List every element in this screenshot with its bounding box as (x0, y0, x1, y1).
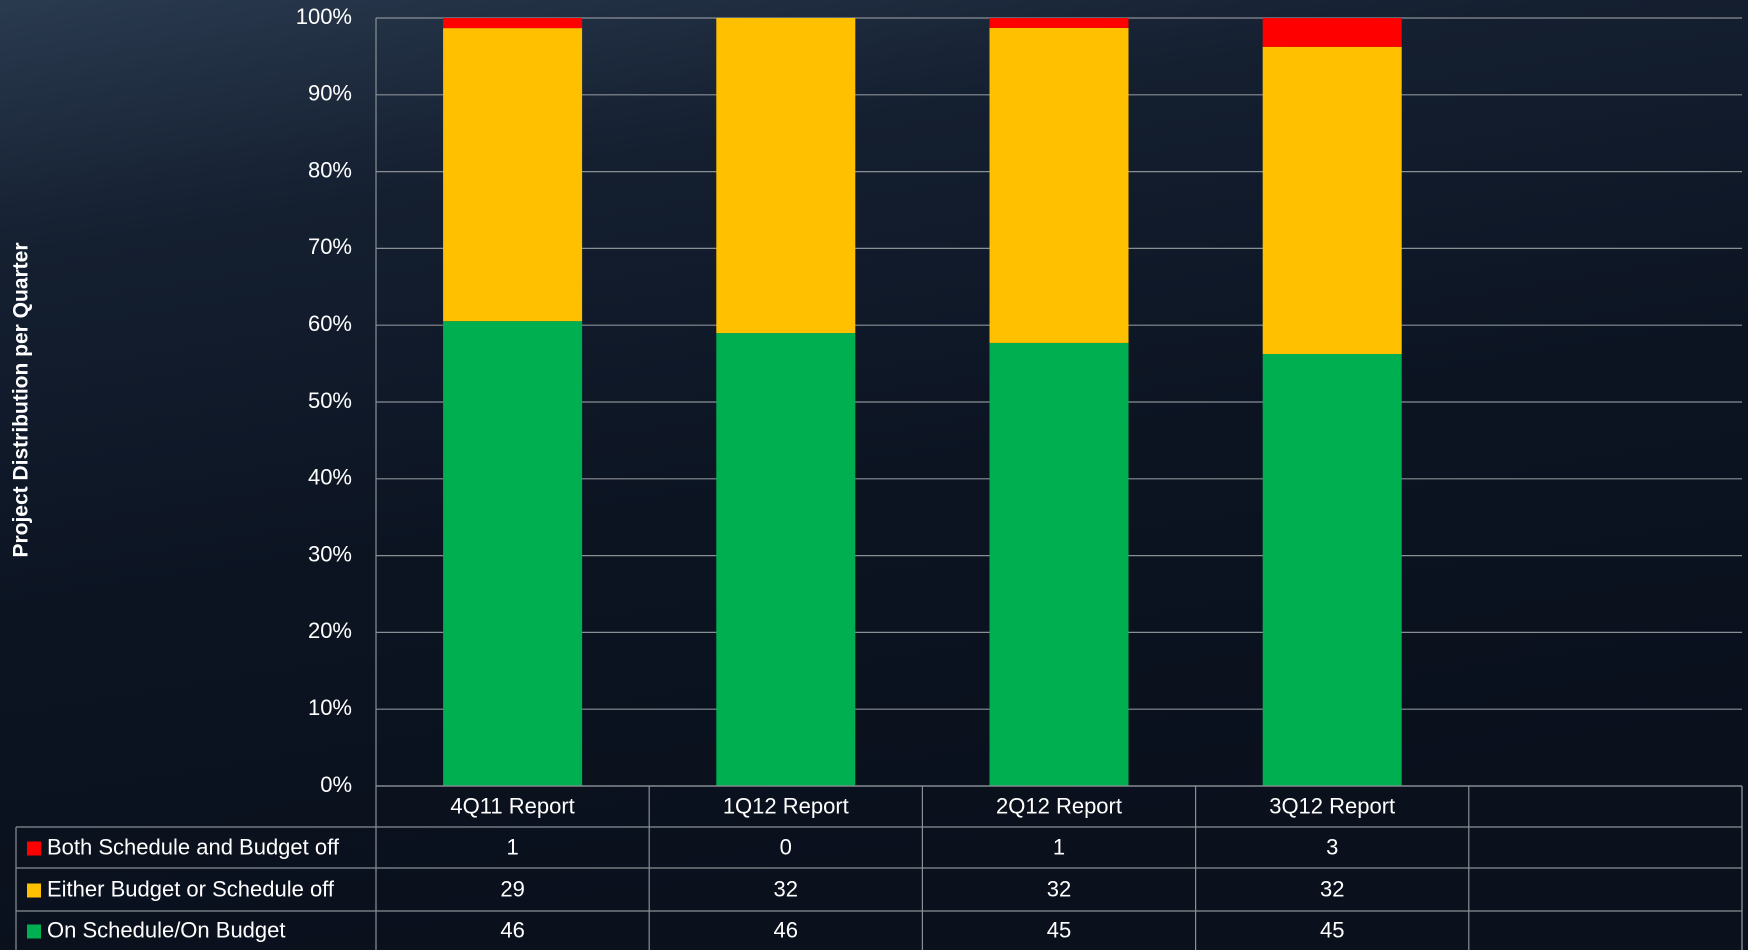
bar-segment (990, 343, 1129, 786)
bar-segment (1263, 47, 1402, 354)
table-value: 32 (774, 876, 798, 901)
table-value: 46 (774, 917, 798, 942)
table-value: 1 (1053, 834, 1065, 859)
bar-segment (443, 28, 582, 321)
y-axis-title: Project Distribution per Quarter (10, 242, 33, 557)
bar-segment (990, 28, 1129, 343)
y-tick-label: 10% (308, 695, 352, 720)
table-value: 0 (780, 834, 792, 859)
bar-segment (1263, 18, 1402, 47)
bar-segment (990, 18, 1129, 28)
x-tick-label: 4Q11 Report (450, 793, 574, 818)
bar-segment (716, 18, 855, 333)
bar-segment (716, 333, 855, 786)
page: {"chart_data": {"type": "bar", "stacked"… (0, 0, 1748, 950)
y-tick-label: 30% (308, 541, 352, 566)
table-value: 46 (500, 917, 524, 942)
background (0, 0, 1748, 950)
legend-label: Either Budget or Schedule off (47, 876, 335, 901)
table-value: 45 (1047, 917, 1071, 942)
table-value: 1 (506, 834, 518, 859)
table-value: 29 (500, 876, 524, 901)
y-tick-label: 100% (296, 4, 352, 29)
bar-segment (443, 18, 582, 28)
table-value: 3 (1326, 834, 1338, 859)
table-value: 32 (1047, 876, 1071, 901)
y-tick-label: 40% (308, 465, 352, 490)
table-value: 45 (1320, 917, 1344, 942)
bar-segment (1263, 354, 1402, 786)
legend-key (27, 842, 41, 856)
y-tick-label: 0% (320, 772, 352, 797)
x-tick-label: 1Q12 Report (723, 793, 849, 818)
table-value: 32 (1320, 876, 1344, 901)
y-tick-label: 70% (308, 234, 352, 259)
legend-label: Both Schedule and Budget off (47, 834, 340, 859)
y-tick-label: 90% (308, 81, 352, 106)
y-tick-label: 50% (308, 388, 352, 413)
y-tick-label: 80% (308, 157, 352, 182)
x-tick-label: 2Q12 Report (996, 793, 1122, 818)
chart: 0% 10% 20% 30% 40% 50% 60% 70% 80% 90% 100% 4Q11 Re… (0, 0, 1748, 950)
legend-label: On Schedule/On Budget (47, 917, 286, 942)
y-tick-label: 60% (308, 311, 352, 336)
legend-key (27, 884, 41, 898)
bar-segment (443, 321, 582, 786)
legend-key (27, 925, 41, 939)
x-tick-label: 3Q12 Report (1269, 793, 1395, 818)
y-tick-label: 20% (308, 618, 352, 643)
